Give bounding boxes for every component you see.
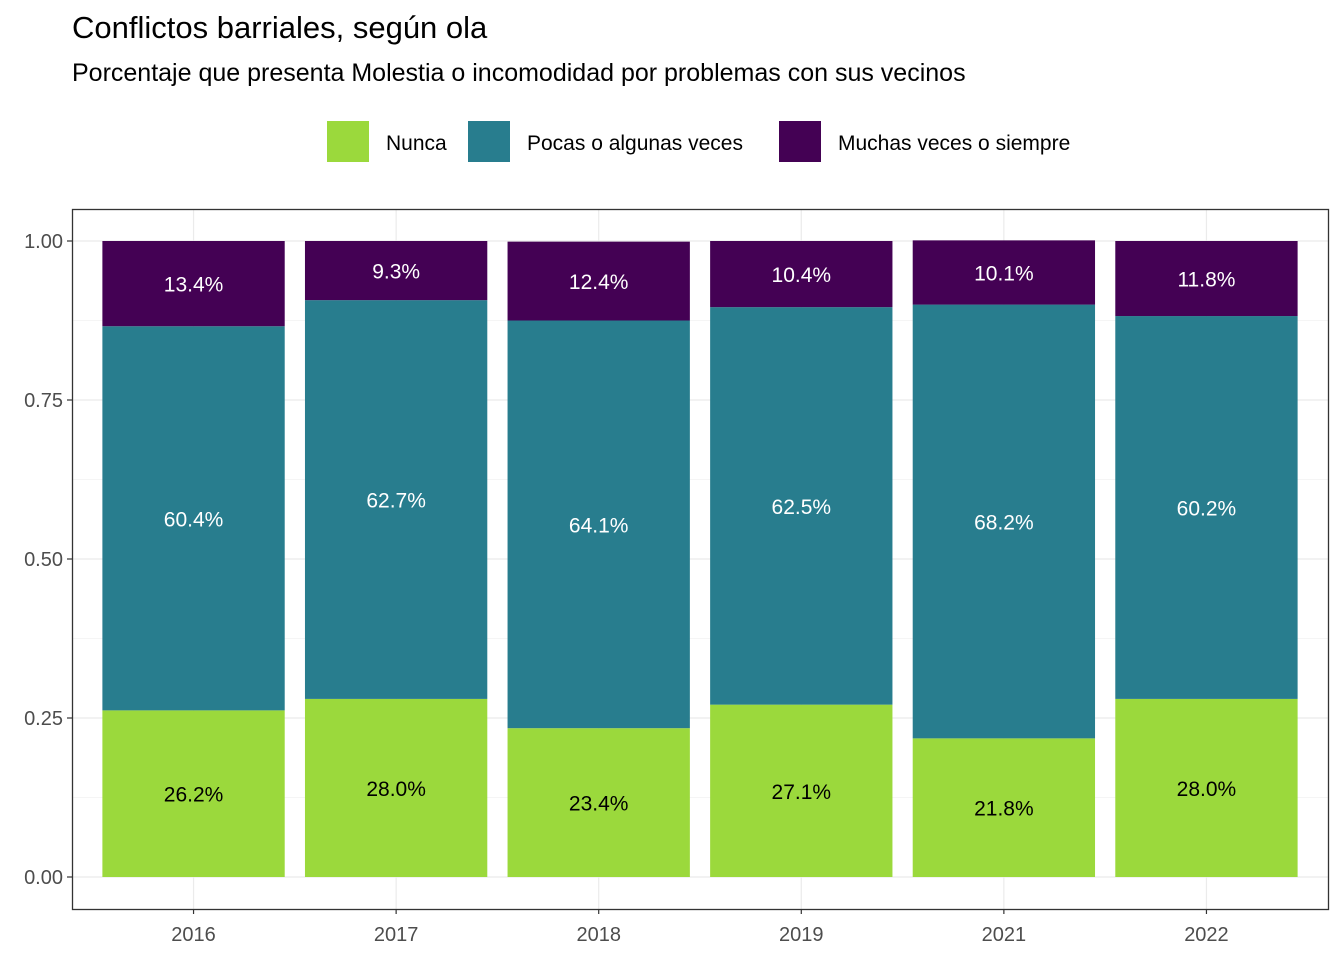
data-label: 28.0%	[1177, 778, 1237, 801]
bars	[102, 240, 1298, 877]
data-label: 68.2%	[974, 511, 1034, 534]
panel-border	[71, 208, 1330, 911]
x-tick-label: 2022	[1184, 924, 1229, 946]
y-tick-label: 0.25	[24, 708, 63, 730]
bar-segment	[304, 300, 488, 699]
data-label: 60.2%	[1177, 497, 1237, 520]
y-tick-label: 0.00	[24, 867, 63, 889]
data-label: 23.4%	[569, 793, 629, 816]
data-label: 26.2%	[164, 784, 224, 807]
bar-segment	[102, 326, 285, 711]
legend: Nunca Pocas o algunas veces Muchas veces o…	[327, 121, 1070, 162]
bar-segment	[1115, 241, 1298, 317]
x-tick-label: 2018	[576, 924, 621, 946]
bar-segment	[710, 307, 893, 705]
x-tick-label: 2021	[982, 924, 1027, 946]
data-label: 27.1%	[772, 781, 832, 804]
bar-segment	[710, 241, 893, 308]
bar-segment	[912, 738, 1096, 877]
legend-label: Pocas o algunas veces	[527, 132, 743, 155]
bar-segment	[912, 240, 1096, 305]
data-label: 12.4%	[569, 271, 629, 294]
bar-segment	[304, 241, 488, 301]
y-tick-label: 1.00	[24, 231, 63, 253]
legend-label: Muchas veces o siempre	[838, 132, 1070, 155]
bar-segment	[1115, 316, 1298, 699]
data-label: 62.5%	[772, 496, 832, 519]
legend-label: Nunca	[386, 132, 447, 155]
bar-segment	[102, 710, 285, 877]
legend-key	[779, 121, 821, 162]
bar-segment	[1115, 698, 1298, 877]
data-labels: 26.2% 60.4% 13.4% 28.0% 62.7% 9.3% 23.4% 64.1% 1…	[164, 261, 1236, 821]
bar-segment	[912, 304, 1096, 739]
y-tick-label: 0.75	[24, 390, 63, 412]
bar-segment	[710, 704, 893, 877]
data-label: 10.1%	[974, 262, 1034, 285]
data-label: 21.8%	[974, 798, 1034, 821]
data-label: 11.8%	[1177, 269, 1235, 292]
legend-key	[327, 121, 369, 162]
data-label: 10.4%	[772, 264, 832, 287]
data-label: 13.4%	[164, 274, 224, 297]
bar-segment	[507, 728, 690, 877]
legend-key	[468, 121, 510, 162]
bar-segment	[304, 698, 488, 877]
x-tick-label: 2016	[171, 924, 216, 946]
y-tick-label: 0.50	[24, 549, 63, 571]
data-label: 9.3%	[372, 261, 420, 284]
bar-segment	[507, 320, 690, 729]
data-label: 28.0%	[366, 778, 426, 801]
bar-segment	[102, 241, 285, 327]
data-label: 62.7%	[366, 490, 426, 513]
chart-subtitle: Porcentaje que presenta Molestia o incom…	[72, 59, 966, 87]
data-label: 64.1%	[569, 514, 629, 537]
x-tick-label: 2017	[374, 924, 419, 946]
axes: 0.00 0.25 0.50 0.75 1.00 2016 2017 2018 2019 2021…	[24, 231, 1229, 946]
x-tick-label: 2019	[779, 924, 824, 946]
data-label: 60.4%	[164, 508, 224, 531]
chart-title: Conflictos barriales, según ola	[72, 10, 488, 45]
bar-segment	[507, 241, 690, 321]
